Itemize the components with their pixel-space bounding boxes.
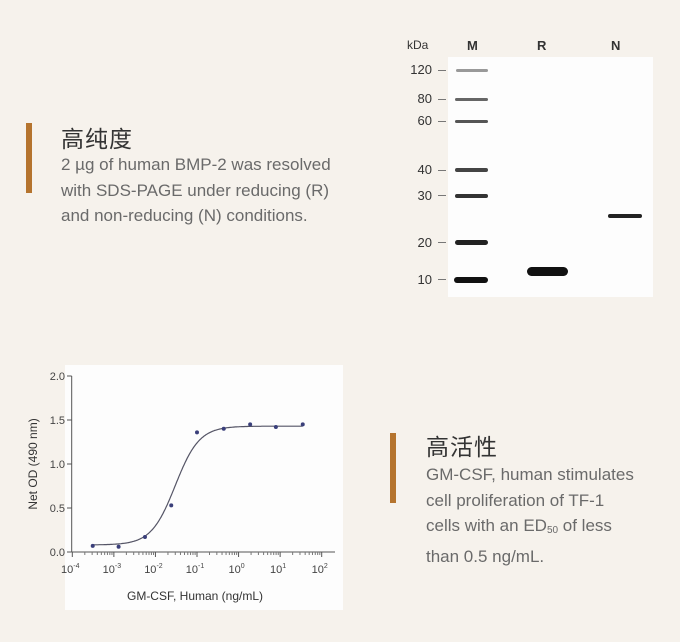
x-tick-exponent: 2 [324, 563, 328, 570]
ladder-tick [438, 242, 446, 243]
activity-line: than 0.5 ng/mL. [426, 546, 545, 566]
x-tick-label: 10-4 [61, 563, 80, 576]
x-tick-exponent: -2 [156, 563, 162, 570]
accent-bar [26, 123, 32, 193]
data-point [248, 422, 253, 427]
x-tick-label: 101 [270, 563, 286, 576]
non-reduced-band [608, 214, 642, 218]
purity-line: 2 µg of human BMP-2 was resolved [61, 155, 331, 174]
sds-page-gel-image [448, 57, 653, 297]
activity-line: cell proliferation of TF-1 [426, 490, 605, 510]
marker-band [455, 240, 488, 245]
ladder-tick [438, 99, 446, 100]
activity-line: GM-CSF, human stimulates [426, 465, 634, 484]
purity-line: and non-reducing (N) conditions. [61, 206, 308, 225]
x-tick-exponent: -3 [115, 563, 121, 570]
activity-line3-text-end: of less [558, 516, 612, 535]
y-tick-label: 1.0 [50, 459, 65, 471]
x-tick-label: 100 [228, 563, 244, 576]
y-axis-label: Net OD (490 nm) [26, 418, 40, 509]
ladder-tick [438, 170, 446, 171]
ladder-label: 120 [410, 62, 432, 77]
marker-band [455, 98, 488, 101]
data-point [90, 543, 95, 548]
ladder-label: 10 [417, 272, 432, 287]
y-tick-label: 1.5 [50, 415, 65, 427]
ladder-label: 60 [417, 113, 432, 128]
activity-line3-text: cells with an ED [426, 516, 547, 535]
accent-bar [390, 433, 396, 503]
ed50-subscript: 50 [546, 525, 559, 536]
x-tick-exponent: -1 [198, 563, 204, 570]
x-tick-label: 102 [312, 563, 328, 576]
data-point [195, 430, 199, 435]
marker-band [456, 69, 488, 72]
ladder-label: 20 [417, 235, 432, 250]
data-point [142, 535, 147, 540]
marker-band [455, 168, 488, 172]
ladder-tick [438, 279, 446, 280]
marker-band [454, 277, 488, 283]
data-point [221, 426, 226, 431]
activity-description: GM-CSF, human stimulates cell proliferat… [426, 462, 634, 569]
fit-curve [92, 425, 303, 546]
lane-label-r: R [537, 38, 547, 53]
x-tick-exponent: 0 [241, 563, 245, 570]
data-point [273, 425, 278, 430]
marker-band [455, 120, 488, 123]
lane-label-m: M [467, 38, 478, 53]
x-tick-label: 10-2 [144, 563, 163, 576]
purity-title: 高纯度 [61, 127, 133, 153]
x-tick-label: 10-1 [186, 563, 205, 576]
x-tick-label: 10-3 [103, 563, 122, 576]
x-tick-exponent: -4 [73, 563, 79, 570]
marker-band [455, 194, 488, 198]
y-tick-label: 2.0 [50, 371, 65, 383]
y-tick-label: 0.0 [50, 547, 65, 559]
purity-line: with SDS-PAGE under reducing (R) [61, 180, 330, 200]
ladder-label: 30 [417, 188, 432, 203]
lane-label-n: N [611, 38, 621, 53]
activity-line: cells with an ED50 of less [426, 513, 634, 544]
dose-response-chart: 0.00.51.01.52.010-4 10-3 10-2 10-1 100 101 102… [26, 371, 335, 603]
chart-panel [65, 365, 343, 610]
data-point [116, 544, 121, 549]
ladder-tick [438, 195, 446, 196]
reduced-band [527, 267, 568, 276]
y-tick-label: 0.5 [50, 503, 65, 515]
purity-description: 2 µg of human BMP-2 was resolved with SD… [61, 152, 331, 229]
data-point [169, 503, 174, 508]
x-axis-label: GM-CSF, Human (ng/mL) [127, 589, 263, 603]
kda-label: kDa [407, 38, 429, 52]
ladder-label: 80 [417, 91, 432, 106]
activity-title: 高活性 [426, 435, 498, 461]
x-tick-exponent: 1 [282, 563, 286, 570]
ladder-tick [438, 70, 446, 71]
data-point [300, 422, 305, 427]
ladder-label: 40 [417, 162, 432, 177]
ladder-tick [438, 121, 446, 122]
